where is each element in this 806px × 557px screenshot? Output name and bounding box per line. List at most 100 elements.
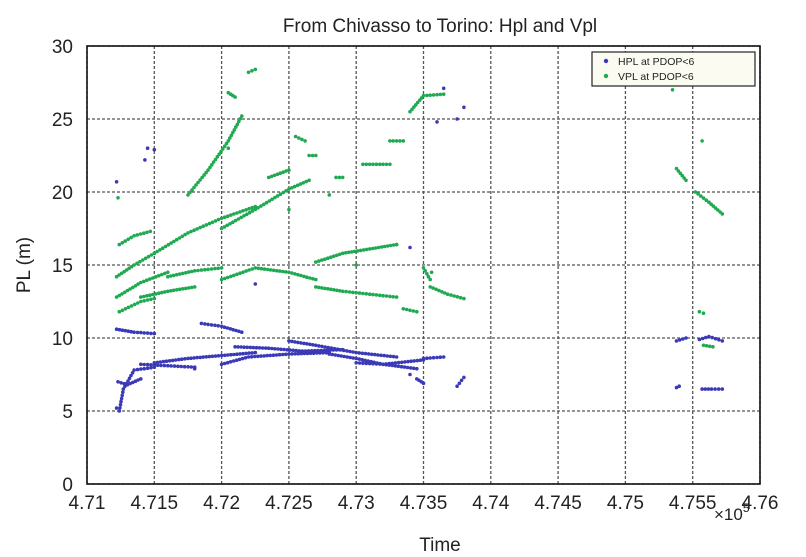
data-point bbox=[116, 380, 120, 384]
data-point bbox=[354, 350, 359, 355]
data-point bbox=[125, 288, 130, 293]
data-point bbox=[174, 272, 179, 277]
data-point bbox=[709, 387, 714, 391]
data-point bbox=[240, 330, 244, 335]
data-point bbox=[213, 323, 217, 328]
data-point bbox=[388, 354, 393, 359]
data-point bbox=[462, 105, 466, 110]
data-point bbox=[357, 357, 362, 361]
data-point bbox=[276, 347, 280, 351]
data-point bbox=[196, 268, 200, 273]
data-point bbox=[703, 387, 708, 391]
data-point bbox=[139, 299, 143, 304]
data-point bbox=[273, 347, 277, 351]
data-point bbox=[174, 237, 179, 242]
data-point bbox=[284, 270, 288, 274]
data-point bbox=[125, 382, 130, 387]
data-point bbox=[225, 275, 230, 280]
data-point bbox=[238, 117, 243, 121]
data-point bbox=[279, 347, 283, 352]
data-point bbox=[157, 273, 161, 278]
x-tick-label: 4.75 bbox=[607, 493, 644, 514]
data-point bbox=[336, 353, 341, 358]
data-point bbox=[421, 356, 426, 361]
data-point bbox=[253, 204, 258, 209]
data-point bbox=[431, 355, 436, 360]
data-point bbox=[317, 259, 321, 263]
data-point bbox=[216, 324, 220, 328]
series-1 bbox=[114, 67, 725, 349]
data-point bbox=[206, 322, 210, 327]
data-point bbox=[180, 287, 185, 291]
data-point bbox=[236, 217, 241, 221]
data-point bbox=[323, 257, 327, 262]
data-point bbox=[373, 246, 378, 250]
data-point bbox=[136, 301, 140, 305]
data-point bbox=[266, 175, 271, 180]
data-point bbox=[361, 291, 365, 296]
data-point bbox=[172, 364, 177, 368]
data-point bbox=[213, 266, 217, 271]
data-point bbox=[166, 270, 170, 275]
data-point bbox=[224, 141, 229, 146]
data-point bbox=[323, 345, 327, 349]
data-point bbox=[408, 308, 412, 313]
data-point bbox=[391, 139, 396, 143]
data-point bbox=[231, 327, 235, 332]
data-point bbox=[431, 286, 435, 290]
data-point bbox=[384, 362, 389, 366]
data-point bbox=[250, 209, 255, 213]
data-point bbox=[263, 346, 268, 350]
data-point bbox=[391, 354, 396, 359]
data-point bbox=[149, 253, 154, 257]
data-point bbox=[411, 309, 416, 313]
data-point bbox=[326, 345, 331, 350]
data-point bbox=[129, 329, 133, 334]
data-point bbox=[145, 146, 150, 150]
data-point bbox=[287, 168, 291, 172]
data-point bbox=[222, 225, 227, 229]
data-point bbox=[253, 207, 258, 212]
data-point bbox=[452, 294, 457, 298]
data-point bbox=[129, 235, 133, 240]
data-point bbox=[337, 289, 342, 293]
data-point bbox=[132, 234, 136, 238]
data-point bbox=[177, 287, 182, 292]
data-point bbox=[132, 263, 136, 267]
data-point bbox=[441, 355, 446, 359]
data-point bbox=[335, 347, 340, 352]
data-point bbox=[226, 139, 231, 143]
data-point bbox=[172, 239, 176, 244]
data-point bbox=[138, 259, 142, 264]
data-point bbox=[717, 338, 721, 342]
data-point bbox=[241, 209, 245, 213]
data-point bbox=[198, 225, 202, 230]
data-point bbox=[163, 244, 168, 249]
data-point bbox=[302, 341, 306, 346]
data-point bbox=[317, 285, 321, 290]
data-point bbox=[148, 229, 153, 234]
data-point bbox=[299, 273, 303, 278]
data-point bbox=[381, 362, 385, 367]
data-point bbox=[149, 363, 153, 367]
data-point bbox=[457, 381, 462, 386]
data-point bbox=[696, 192, 700, 196]
data-point bbox=[136, 282, 140, 286]
data-point bbox=[674, 385, 679, 390]
data-point bbox=[233, 218, 238, 223]
data-point bbox=[700, 387, 704, 391]
data-point bbox=[211, 160, 216, 164]
x-multiplier: ×105 bbox=[714, 501, 750, 524]
data-point bbox=[670, 88, 675, 92]
data-point bbox=[703, 335, 708, 340]
legend-label-vpl: VPL at PDOP<6 bbox=[618, 71, 694, 83]
data-point bbox=[401, 139, 406, 143]
x-multiplier-exponent: 5 bbox=[743, 501, 750, 515]
data-point bbox=[326, 256, 330, 261]
data-point bbox=[449, 293, 453, 297]
data-point bbox=[194, 183, 198, 187]
data-point bbox=[293, 134, 298, 139]
data-point bbox=[394, 355, 399, 359]
data-point bbox=[177, 272, 182, 276]
data-point bbox=[371, 162, 375, 167]
